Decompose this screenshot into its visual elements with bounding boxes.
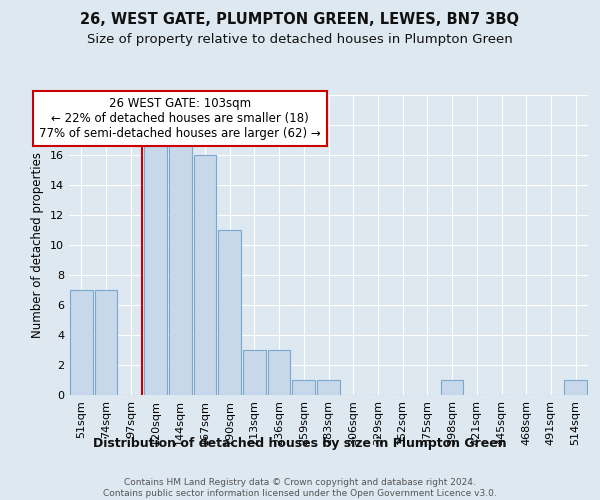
Text: Contains HM Land Registry data © Crown copyright and database right 2024.
Contai: Contains HM Land Registry data © Crown c…	[103, 478, 497, 498]
Text: 26 WEST GATE: 103sqm
← 22% of detached houses are smaller (18)
77% of semi-detac: 26 WEST GATE: 103sqm ← 22% of detached h…	[40, 97, 321, 140]
Bar	[243, 350, 266, 395]
Bar	[218, 230, 241, 395]
Bar	[564, 380, 587, 395]
Text: Size of property relative to detached houses in Plumpton Green: Size of property relative to detached ho…	[87, 32, 513, 46]
Text: Distribution of detached houses by size in Plumpton Green: Distribution of detached houses by size …	[93, 438, 507, 450]
Y-axis label: Number of detached properties: Number of detached properties	[31, 152, 44, 338]
Bar	[194, 155, 216, 395]
Bar	[70, 290, 93, 395]
Bar	[292, 380, 315, 395]
Bar	[268, 350, 290, 395]
Bar	[317, 380, 340, 395]
Bar	[169, 125, 191, 395]
Bar	[441, 380, 463, 395]
Text: 26, WEST GATE, PLUMPTON GREEN, LEWES, BN7 3BQ: 26, WEST GATE, PLUMPTON GREEN, LEWES, BN…	[80, 12, 520, 28]
Bar	[95, 290, 118, 395]
Bar	[144, 125, 167, 395]
